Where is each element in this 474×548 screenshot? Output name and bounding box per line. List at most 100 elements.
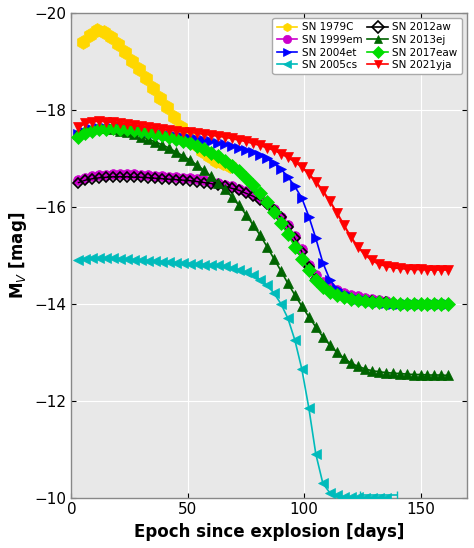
SN 1999em [208,178,214,185]
SN 2017eaw [446,300,451,307]
SN 2005cs [250,272,256,278]
SN 1979C [136,65,142,72]
SN 2005cs [320,480,326,487]
SN 2004et [390,300,395,307]
SN 2021yja [334,209,339,216]
SN 2012aw [125,174,130,180]
SN 1999em [201,177,207,184]
SN 2013ej [146,136,151,142]
SN 2012aw [250,193,256,199]
SN 1979C [220,160,226,167]
SN 2012aw [118,174,123,180]
SN 2012aw [320,283,326,290]
SN 2017eaw [299,255,305,262]
SN 2005cs [194,261,200,267]
Line: SN 2017eaw: SN 2017eaw [73,123,453,309]
SN 2005cs [348,494,354,500]
SN 2012aw [229,185,235,192]
SN 2012aw [264,201,270,208]
SN 1979C [199,148,205,155]
SN 2012aw [383,299,389,306]
SN 2005cs [208,262,214,269]
SN 2013ej [299,303,305,310]
SN 2005cs [125,256,130,262]
SN 2012aw [257,197,263,203]
SN 1979C [213,157,219,164]
SN 2013ej [285,280,291,287]
SN 1999em [125,171,130,178]
SN 2004et [146,129,151,135]
SN 2017eaw [76,133,82,140]
SN 2005cs [146,258,151,264]
SN 2013ej [76,128,82,135]
SN 2004et [103,124,109,131]
SN 2012aw [97,174,102,181]
SN 2005cs [236,266,242,273]
SN 2005cs [306,404,312,411]
SN 1999em [82,174,88,181]
Y-axis label: M$_V$ [mag]: M$_V$ [mag] [7,212,29,299]
SN 2012aw [82,177,88,184]
X-axis label: Epoch since explosion [days]: Epoch since explosion [days] [134,523,404,541]
SN 2012aw [236,187,242,193]
SN 2005cs [278,300,284,307]
SN 2012aw [313,275,319,282]
SN 1999em [194,176,200,182]
Line: SN 2013ej: SN 2013ej [73,123,453,380]
SN 2012aw [292,235,298,242]
SN 1999em [285,222,291,229]
SN 2012aw [187,178,193,184]
SN 2012aw [166,176,172,182]
SN 2012aw [194,178,200,185]
SN 1979C [122,48,128,55]
SN 2021yja [425,266,430,273]
SN 2005cs [257,276,263,283]
SN 2005cs [341,493,346,500]
SN 2005cs [222,263,228,270]
SN 1999em [369,295,374,302]
Line: SN 2012aw: SN 2012aw [75,173,389,306]
SN 1999em [97,172,102,179]
SN 2012aw [243,190,249,197]
SN 2005cs [243,269,249,276]
SN 1999em [166,174,172,180]
SN 2005cs [131,256,137,263]
SN 1979C [206,153,211,159]
SN 1979C [115,41,121,48]
SN 1979C [150,85,156,92]
SN 2005cs [153,258,158,264]
SN 1979C [108,34,114,41]
SN 1979C [178,123,184,130]
SN 1979C [164,104,170,111]
SN 2013ej [97,124,102,131]
Line: SN 1979C: SN 1979C [76,23,237,173]
SN 2012aw [278,214,284,221]
SN 2012aw [153,175,158,181]
SN 2005cs [355,494,361,500]
SN 2013ej [306,313,312,320]
SN 1999em [153,173,158,179]
SN 1979C [157,94,163,101]
SN 1999em [103,172,109,178]
SN 2021yja [97,118,102,124]
SN 1979C [227,162,233,169]
SN 1999em [264,199,270,206]
SN 2005cs [76,257,82,264]
SN 1999em [320,279,326,286]
SN 1999em [180,174,186,181]
SN 2012aw [110,174,116,180]
SN 2012aw [201,179,207,186]
SN 1999em [110,171,116,178]
SN 1999em [159,173,165,180]
SN 2012aw [369,298,374,305]
SN 2004et [334,286,339,293]
SN 1999em [278,213,284,220]
SN 1999em [146,172,151,179]
SN 2021yja [146,124,151,130]
SN 1999em [76,177,82,184]
SN 2005cs [201,261,207,268]
SN 1999em [250,191,256,197]
SN 1999em [362,295,367,301]
SN 2017eaw [397,300,402,307]
SN 2005cs [271,290,277,296]
